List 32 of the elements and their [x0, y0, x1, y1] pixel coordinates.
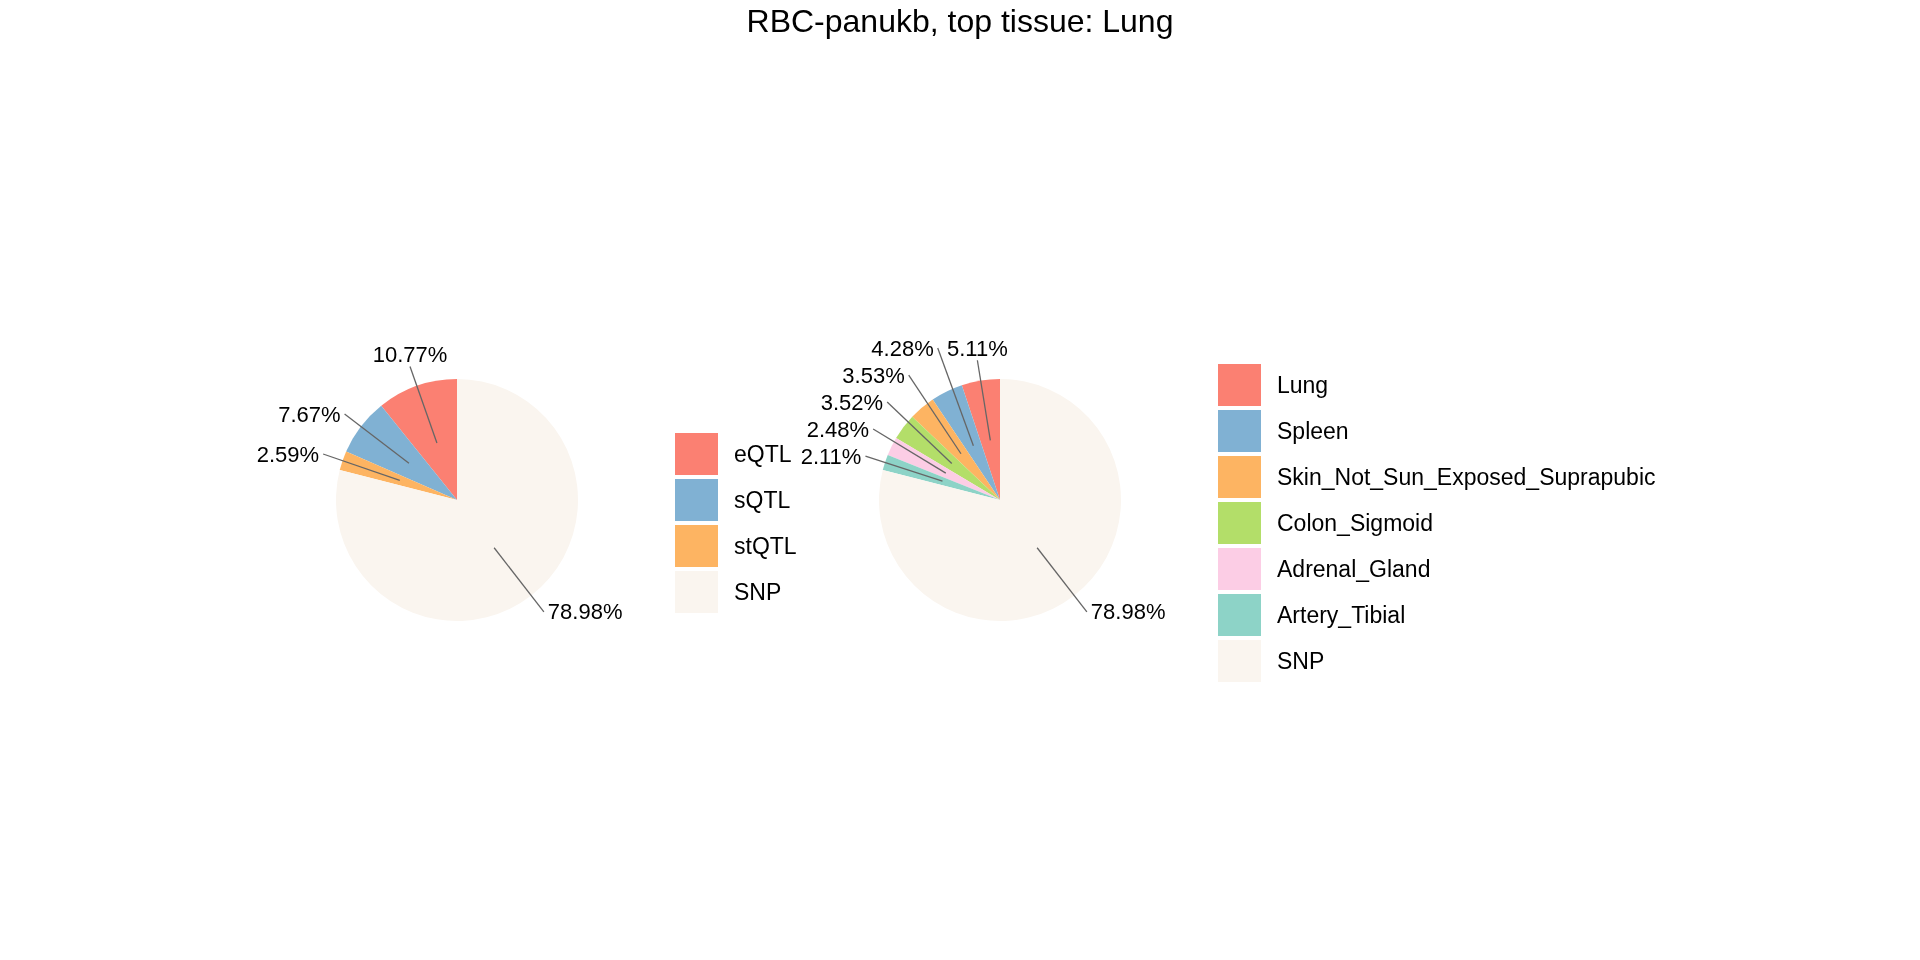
- legend-label: Spleen: [1277, 417, 1349, 445]
- pie-slice: [381, 379, 457, 500]
- chart-title: RBC-panukb, top tissue: Lung: [746, 3, 1174, 39]
- pie-slice: [882, 454, 1000, 500]
- data-label: 78.98%: [1090, 599, 1166, 625]
- legend-label: Skin_Not_Sun_Exposed_Suprapubic: [1277, 463, 1656, 491]
- data-label: 10.77%: [372, 342, 448, 368]
- data-label: 3.52%: [820, 389, 884, 415]
- pie-slice: [912, 399, 1000, 500]
- pie-slice: [887, 438, 1000, 500]
- data-label: 3.53%: [842, 362, 905, 388]
- legend-label: stQTL: [734, 532, 797, 560]
- data-label: 5.11%: [947, 336, 1008, 362]
- pie-slice: [896, 416, 1000, 500]
- legend-label: eQTL: [734, 440, 792, 468]
- legend-label: Adrenal_Gland: [1277, 555, 1431, 583]
- legend-label: SNP: [734, 578, 782, 606]
- data-label: 7.67%: [278, 401, 341, 427]
- pie-slice: [339, 451, 457, 500]
- data-label: 4.28%: [871, 335, 934, 361]
- data-label: 2.59%: [256, 441, 320, 467]
- pie-slice: [932, 385, 1000, 500]
- pie-slice: [961, 379, 1000, 500]
- data-label: 78.98%: [547, 599, 623, 625]
- data-label: 2.11%: [800, 443, 862, 469]
- pie-slice: [346, 405, 457, 500]
- legend-label: SNP: [1277, 647, 1325, 675]
- legend-label: sQTL: [734, 486, 791, 514]
- data-label: 2.48%: [806, 416, 870, 442]
- legend-label: Lung: [1277, 371, 1329, 399]
- legend-label: Colon_Sigmoid: [1277, 509, 1433, 537]
- legend-label: Artery_Tibial: [1277, 601, 1406, 629]
